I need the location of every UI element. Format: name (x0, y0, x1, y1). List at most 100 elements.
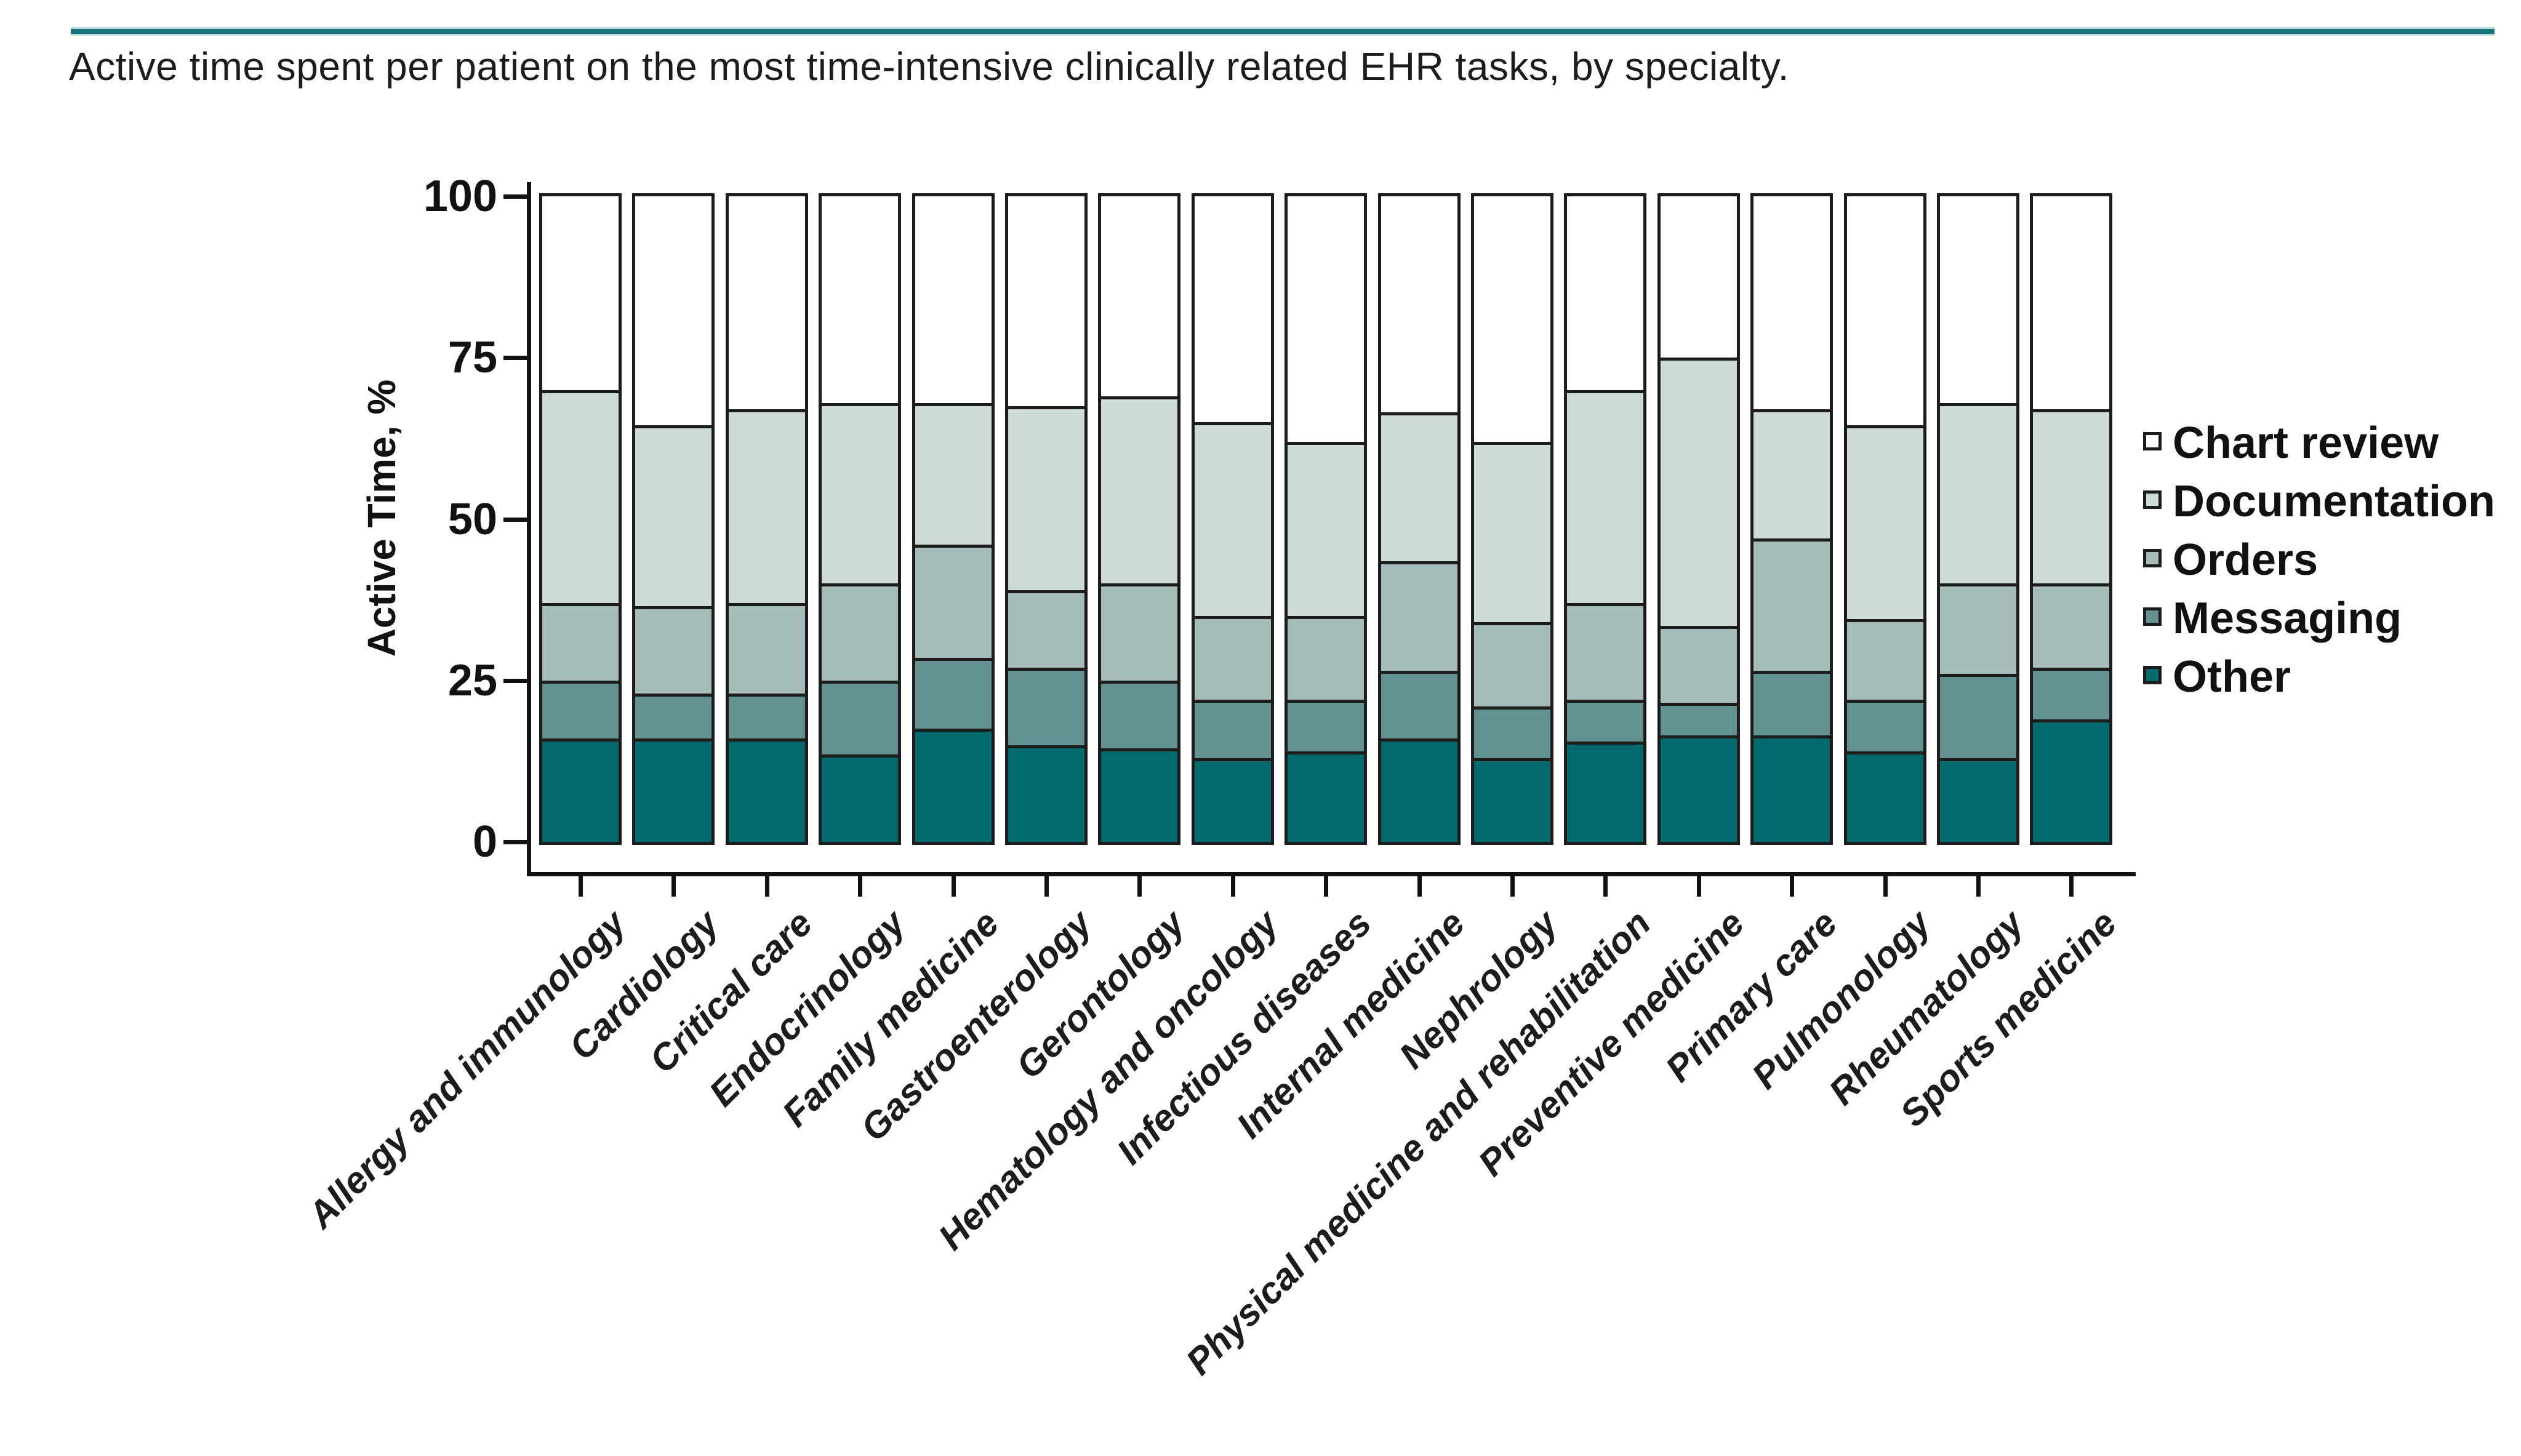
segment-orders (728, 602, 805, 694)
segment-messaging (1753, 670, 1830, 735)
y-axis-title: Active Time, % (359, 379, 404, 657)
segment-orders (1940, 583, 2016, 674)
x-axis-tick (1883, 876, 1888, 897)
segment-documentation (635, 425, 712, 607)
y-axis-tick-label: 100 (423, 172, 497, 221)
y-axis-tick (503, 678, 527, 683)
segment-orders (1567, 602, 1644, 700)
segment-documentation (1288, 441, 1365, 616)
segment-messaging (1008, 667, 1084, 745)
segment-orders (1846, 619, 1923, 700)
segment-documentation (1381, 412, 1457, 561)
segment-other (1101, 748, 1178, 842)
x-axis-tick (1603, 876, 1608, 897)
segment-orders (1753, 538, 1830, 671)
segment-documentation (1008, 406, 1084, 590)
segment-messaging (1288, 700, 1365, 752)
stacked-bar-pulmonology (1843, 193, 1926, 845)
segment-messaging (1567, 700, 1644, 742)
segment-orders (1474, 622, 1550, 706)
segment-documentation (915, 402, 992, 545)
segment-messaging (1846, 700, 1923, 752)
legend-label: Other (2173, 652, 2291, 702)
segment-other (542, 738, 619, 842)
segment-messaging (1101, 680, 1178, 748)
figure-title: Active time spent per patient on the mos… (69, 44, 1789, 89)
legend-label: Orders (2173, 535, 2319, 585)
segment-orders (1288, 615, 1365, 700)
segment-chart-review (1660, 196, 1737, 358)
y-axis-tick-label: 75 (447, 333, 497, 383)
stacked-bar-sports-medicine (2030, 193, 2113, 845)
legend-item-orders: Orders (2143, 530, 2318, 589)
segment-other (1846, 751, 1923, 842)
segment-documentation (1753, 409, 1830, 538)
stacked-bar-internal-medicine (1377, 193, 1461, 845)
y-axis-tick (503, 356, 527, 361)
stacked-bar-preventive-medicine (1657, 193, 1740, 845)
x-axis-tick (1230, 876, 1235, 897)
segment-documentation (1474, 441, 1550, 623)
segment-orders (635, 606, 712, 694)
segment-chart-review (1381, 196, 1457, 413)
segment-chart-review (542, 196, 619, 390)
y-axis-tick-label: 0 (472, 817, 497, 866)
y-axis-tick (503, 840, 527, 844)
stacked-bar-hematology-and-oncology (1191, 193, 1274, 845)
legend-label: Documentation (2173, 476, 2496, 526)
x-axis-tick (1324, 876, 1329, 897)
segment-messaging (728, 693, 805, 739)
segment-orders (1194, 615, 1271, 700)
segment-chart-review (1567, 196, 1644, 390)
segment-chart-review (635, 196, 712, 426)
legend-item-documentation: Documentation (2143, 472, 2495, 530)
segment-messaging (1660, 703, 1737, 735)
x-axis-tick (1137, 876, 1142, 897)
segment-documentation (1940, 402, 2016, 584)
segment-documentation (542, 390, 619, 603)
segment-documentation (822, 402, 899, 584)
segment-messaging (1940, 674, 2016, 758)
stacked-bar-critical-care (725, 193, 808, 845)
segment-messaging (822, 680, 899, 755)
stacked-bar-family-medicine (912, 193, 995, 845)
segment-documentation (1101, 396, 1178, 584)
segment-orders (1101, 583, 1178, 681)
stacked-bar-cardiology (632, 193, 715, 845)
x-axis-tick (764, 876, 769, 897)
segment-chart-review (2033, 196, 2110, 410)
segment-messaging (2033, 667, 2110, 719)
segment-other (1008, 745, 1084, 842)
segment-other (1194, 758, 1271, 842)
segment-other (1940, 758, 2016, 842)
x-axis-tick (951, 876, 956, 897)
segment-documentation (1660, 358, 1737, 626)
segment-chart-review (1846, 196, 1923, 426)
legend-swatch-icon (2143, 431, 2162, 450)
segment-chart-review (822, 196, 899, 403)
stacked-bar-nephrology (1471, 193, 1553, 845)
segment-orders (542, 602, 619, 681)
x-axis-tick (1510, 876, 1515, 897)
x-axis-tick (1417, 876, 1422, 897)
segment-orders (2033, 583, 2110, 668)
segment-other (1474, 758, 1550, 842)
segment-messaging (542, 680, 619, 739)
segment-documentation (728, 409, 805, 603)
segment-documentation (1194, 422, 1271, 616)
y-axis-line (527, 182, 531, 876)
segment-chart-review (1008, 196, 1084, 406)
segment-orders (915, 545, 992, 658)
segment-documentation (2033, 409, 2110, 584)
segment-other (915, 729, 992, 842)
segment-documentation (1567, 390, 1644, 603)
legend-swatch-icon (2143, 607, 2162, 626)
legend-item-messaging: Messaging (2143, 589, 2402, 647)
segment-other (1660, 735, 1737, 842)
legend-item-chart-review: Chart review (2143, 414, 2439, 472)
segment-orders (1381, 561, 1457, 671)
x-axis-tick (671, 876, 676, 897)
segment-other (635, 738, 712, 842)
x-axis-tick (579, 876, 583, 897)
legend-swatch-icon (2143, 548, 2162, 567)
